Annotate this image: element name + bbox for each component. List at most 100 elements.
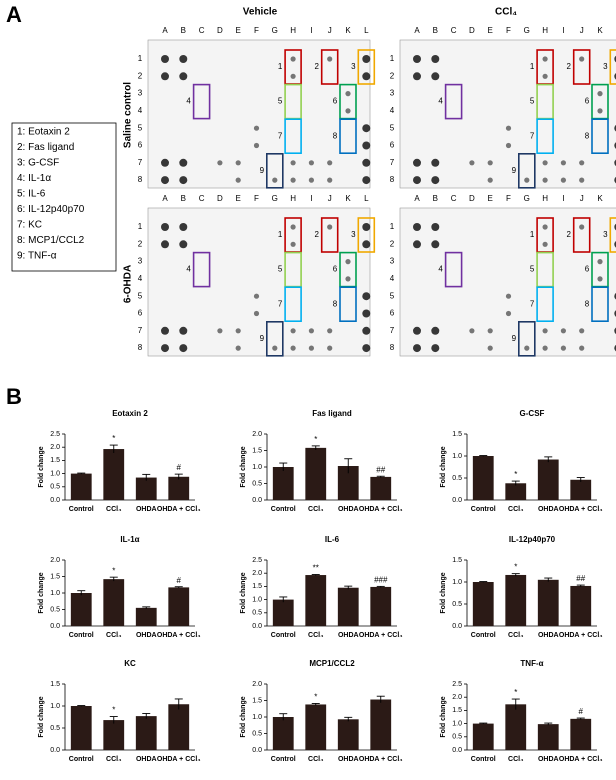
y-tick-label: 0.0 bbox=[252, 623, 262, 630]
y-tick-label: 0.5 bbox=[252, 610, 262, 617]
array-box bbox=[339, 286, 357, 323]
column-letter: J bbox=[328, 26, 332, 35]
blot-spot bbox=[362, 309, 371, 318]
blot-spot bbox=[362, 55, 371, 63]
blot-spot bbox=[469, 328, 475, 334]
row-number: 8 bbox=[138, 343, 143, 352]
column-letter: I bbox=[562, 194, 564, 203]
column-letter: E bbox=[488, 26, 493, 35]
blot-spot bbox=[362, 240, 371, 249]
legend-item: 7: KC bbox=[17, 220, 42, 231]
bar bbox=[272, 599, 294, 626]
y-tick-label: 1.5 bbox=[252, 697, 262, 704]
blot-spot bbox=[560, 328, 567, 334]
box-number: 2 bbox=[566, 230, 571, 239]
blot-spot bbox=[179, 176, 188, 185]
x-tick-label: Control bbox=[271, 632, 296, 639]
blot-spot bbox=[413, 55, 421, 63]
column-letter: F bbox=[254, 194, 259, 203]
y-tick-label: 0.0 bbox=[252, 497, 262, 504]
y-axis-label: Fold change bbox=[440, 446, 447, 487]
column-letter: G bbox=[524, 26, 530, 35]
column-letter: B bbox=[181, 26, 186, 35]
blot bbox=[399, 207, 616, 357]
column-letter: K bbox=[345, 26, 351, 35]
bar bbox=[537, 724, 559, 750]
legend-item: 4: IL-1α bbox=[17, 173, 51, 184]
column-letter: G bbox=[272, 194, 278, 203]
blot-spot bbox=[579, 224, 585, 230]
blot-spot bbox=[362, 158, 371, 167]
blot-spot bbox=[362, 344, 371, 353]
bar bbox=[272, 467, 294, 500]
x-tick-label: OHDA bbox=[136, 632, 157, 639]
array-box bbox=[265, 320, 284, 357]
x-tick-label: CCl₄ bbox=[308, 506, 323, 513]
box-number: 2 bbox=[566, 62, 571, 71]
blot-spot bbox=[290, 224, 296, 230]
row-title: Saline control bbox=[123, 82, 134, 148]
blot-spot bbox=[253, 125, 260, 131]
y-axis-label: Fold change bbox=[240, 572, 247, 613]
blot-spot bbox=[431, 344, 440, 353]
blot-spot bbox=[487, 345, 493, 351]
y-tick-label: 0.5 bbox=[252, 480, 262, 487]
blot-spot bbox=[505, 293, 512, 299]
bar bbox=[472, 723, 494, 750]
significance: # bbox=[177, 463, 182, 472]
blot-spot bbox=[362, 176, 371, 185]
y-tick-label: 0.0 bbox=[452, 497, 462, 504]
blot-spot bbox=[487, 160, 493, 166]
column-letter: C bbox=[199, 26, 205, 35]
chart-title: MCP1/CCL2 bbox=[309, 659, 355, 668]
x-tick-label: OHDA bbox=[338, 756, 359, 763]
blot-spot bbox=[542, 73, 548, 79]
y-axis-label: Fold change bbox=[440, 572, 447, 613]
blot-spot bbox=[161, 72, 169, 81]
blot-spot bbox=[413, 240, 421, 249]
bar bbox=[337, 466, 359, 500]
box-number: 1 bbox=[278, 230, 283, 239]
array-box bbox=[284, 118, 302, 154]
box-number: 1 bbox=[530, 62, 535, 71]
blot-spot bbox=[362, 326, 371, 335]
column-letter: K bbox=[597, 26, 603, 35]
box-number: 5 bbox=[530, 265, 535, 274]
box-number: 9 bbox=[512, 334, 517, 343]
blot-spot bbox=[345, 276, 351, 282]
x-tick-label: CCl₄ bbox=[508, 632, 523, 639]
blot-spot bbox=[327, 328, 333, 334]
column-letter: H bbox=[290, 194, 296, 203]
blot-spot bbox=[179, 326, 188, 335]
row-number: 5 bbox=[390, 291, 395, 300]
column-letter: A bbox=[162, 194, 168, 203]
row-number: 8 bbox=[390, 175, 395, 184]
column-letter: G bbox=[272, 26, 278, 35]
column-letter: A bbox=[414, 26, 420, 35]
blot-spot bbox=[327, 177, 333, 183]
blot-spot bbox=[431, 223, 440, 231]
x-tick-label: CCl₄ bbox=[308, 756, 323, 763]
x-tick-label: Control bbox=[69, 756, 94, 763]
x-tick-label: CCl₄ bbox=[106, 756, 121, 763]
blot-spot bbox=[505, 310, 512, 317]
box-number: 6 bbox=[585, 97, 590, 106]
array-box bbox=[320, 217, 339, 253]
significance: ### bbox=[374, 576, 388, 585]
column-letter: D bbox=[469, 194, 475, 203]
blot-spot bbox=[597, 259, 603, 265]
array-box bbox=[609, 49, 616, 85]
blot-spot bbox=[505, 125, 512, 131]
array-box bbox=[357, 217, 376, 253]
blot-spot bbox=[235, 345, 241, 351]
x-tick-label: OHDA bbox=[538, 506, 559, 513]
blot-spot bbox=[161, 326, 169, 335]
column-letter: K bbox=[345, 194, 351, 203]
blot-spot bbox=[487, 328, 493, 334]
significance: ** bbox=[313, 564, 319, 573]
column-letter: J bbox=[580, 26, 584, 35]
y-tick-label: 0.5 bbox=[50, 606, 60, 613]
bar bbox=[305, 704, 327, 750]
y-axis-label: Fold change bbox=[240, 696, 247, 737]
bar bbox=[135, 716, 157, 750]
